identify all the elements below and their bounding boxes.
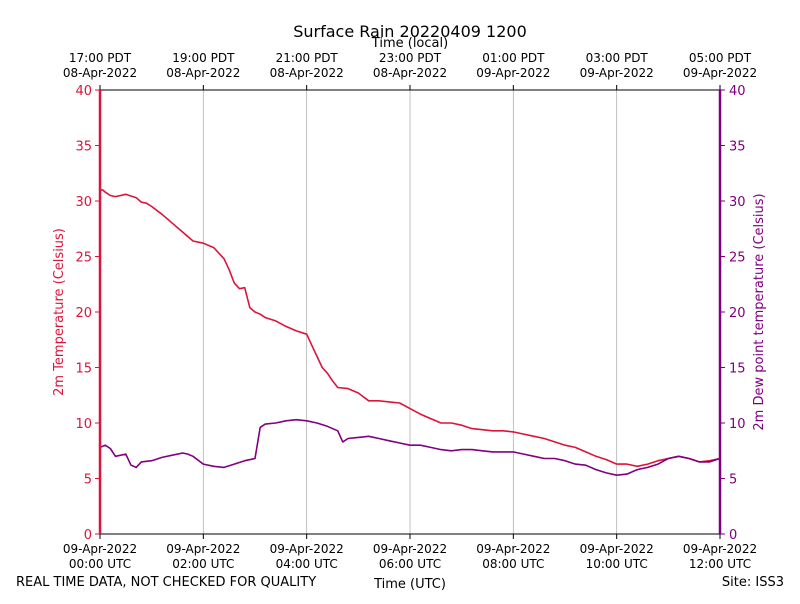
left-y-tick-label: 40	[75, 84, 92, 99]
top-x-tick-date: 09-Apr-2022	[580, 66, 654, 80]
right-y-tick-label: 15	[729, 362, 746, 377]
left-y-tick-label: 0	[84, 528, 92, 543]
right-y-tick-label: 40	[729, 84, 746, 99]
bottom-x-tick-date: 09-Apr-2022	[270, 542, 344, 556]
site-label: Site: ISS3	[721, 575, 784, 590]
bottom-x-tick-date: 09-Apr-2022	[166, 542, 240, 556]
top-x-tick-time: 05:00 PDT	[689, 51, 752, 65]
left-y-tick-label: 35	[75, 140, 92, 155]
bottom-x-tick-time: 06:00 UTC	[379, 557, 441, 571]
ticks: 0 0 5 5 10 10 15 15 20 20 25 25 30 30 35 35 40 40 09-Apr-2…	[63, 51, 757, 571]
bottom-x-tick-time: 12:00 UTC	[689, 557, 751, 571]
top-x-axis-label: Time (local)	[371, 36, 448, 51]
right-y-tick-label: 10	[729, 417, 746, 432]
top-x-tick-date: 09-Apr-2022	[683, 66, 757, 80]
top-x-tick-time: 23:00 PDT	[379, 51, 442, 65]
top-x-tick-time: 03:00 PDT	[586, 51, 649, 65]
left-y-tick-label: 25	[75, 251, 92, 266]
temperature-series-line	[100, 189, 721, 468]
series-layer	[99, 189, 721, 477]
bottom-x-tick-date: 09-Apr-2022	[683, 542, 757, 556]
right-y-tick-label: 25	[729, 251, 746, 266]
bottom-x-tick-time: 00:00 UTC	[69, 557, 131, 571]
right-y-axis-label: 2m Dew point temperature (Celsius)	[752, 193, 767, 430]
right-y-tick-label: 20	[729, 306, 746, 321]
top-x-tick-date: 08-Apr-2022	[166, 66, 240, 80]
right-y-tick-label: 35	[729, 140, 746, 155]
bottom-x-axis-label: Time (UTC)	[373, 577, 446, 592]
left-y-tick-label: 5	[84, 473, 92, 488]
bottom-x-tick-time: 04:00 UTC	[276, 557, 338, 571]
left-y-axis-label: 2m Temperature (Celsius)	[52, 228, 67, 396]
bottom-x-tick-date: 09-Apr-2022	[63, 542, 137, 556]
top-x-tick-date: 08-Apr-2022	[63, 66, 137, 80]
bottom-x-tick-date: 09-Apr-2022	[580, 542, 654, 556]
top-x-tick-time: 21:00 PDT	[276, 51, 339, 65]
bottom-x-tick-date: 09-Apr-2022	[476, 542, 550, 556]
bottom-x-tick-time: 02:00 UTC	[172, 557, 234, 571]
top-x-tick-time: 17:00 PDT	[69, 51, 132, 65]
chart-title: Surface Rain 20220409 1200	[293, 22, 527, 41]
bottom-x-tick-time: 08:00 UTC	[482, 557, 544, 571]
grid	[202, 90, 618, 534]
left-y-tick-label: 15	[75, 362, 92, 377]
top-x-tick-time: 01:00 PDT	[482, 51, 545, 65]
bottom-x-tick-date: 09-Apr-2022	[373, 542, 447, 556]
top-x-tick-time: 19:00 PDT	[172, 51, 235, 65]
left-y-tick-label: 30	[75, 195, 92, 210]
right-y-tick-label: 5	[729, 473, 737, 488]
left-y-tick-label: 20	[75, 306, 92, 321]
top-x-tick-date: 08-Apr-2022	[270, 66, 344, 80]
dewpoint-series-line	[99, 418, 721, 477]
top-x-tick-date: 08-Apr-2022	[373, 66, 447, 80]
quality-disclaimer: REAL TIME DATA, NOT CHECKED FOR QUALITY	[16, 575, 317, 590]
bottom-x-tick-time: 10:00 UTC	[586, 557, 648, 571]
right-y-tick-label: 0	[729, 528, 737, 543]
right-y-tick-label: 30	[729, 195, 746, 210]
left-y-tick-label: 10	[75, 417, 92, 432]
top-x-tick-date: 09-Apr-2022	[476, 66, 550, 80]
